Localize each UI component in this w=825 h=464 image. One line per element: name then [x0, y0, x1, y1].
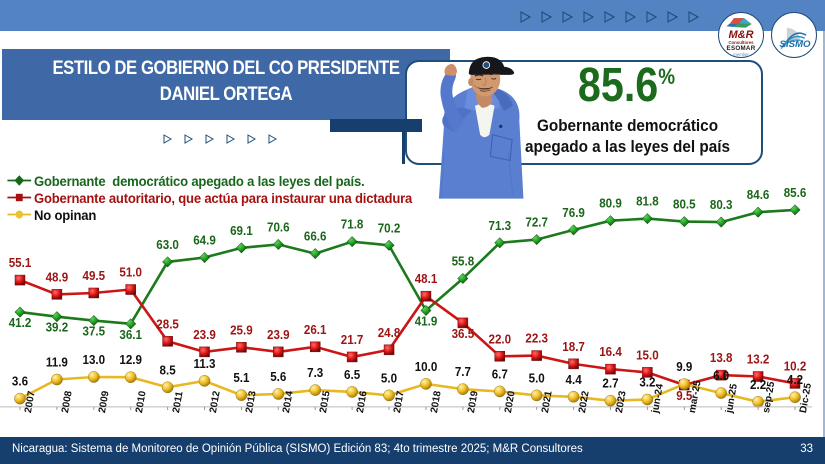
svg-text:48.1: 48.1 [415, 272, 438, 287]
svg-text:13.8: 13.8 [710, 350, 733, 365]
svg-text:6.7: 6.7 [492, 367, 508, 382]
svg-text:80.5: 80.5 [673, 197, 696, 212]
svg-text:64.9: 64.9 [193, 233, 216, 248]
svg-text:21.7: 21.7 [341, 332, 364, 347]
svg-text:39.2: 39.2 [46, 320, 69, 335]
svg-text:72.7: 72.7 [525, 215, 548, 230]
svg-text:22.0: 22.0 [489, 332, 512, 347]
svg-text:7.7: 7.7 [455, 365, 471, 380]
svg-text:3.2: 3.2 [639, 375, 655, 390]
svg-text:25.9: 25.9 [230, 323, 253, 338]
svg-text:5.6: 5.6 [270, 369, 286, 384]
svg-text:10.0: 10.0 [415, 359, 438, 374]
svg-text:55.8: 55.8 [452, 254, 475, 269]
svg-text:7.3: 7.3 [307, 365, 323, 380]
svg-text:41.2: 41.2 [9, 315, 32, 330]
svg-text:41.9: 41.9 [415, 314, 438, 329]
svg-text:71.3: 71.3 [489, 218, 512, 233]
svg-text:71.8: 71.8 [341, 217, 364, 232]
svg-text:12.9: 12.9 [119, 353, 142, 368]
svg-text:16.4: 16.4 [599, 344, 622, 359]
svg-text:26.1: 26.1 [304, 322, 327, 337]
svg-text:49.5: 49.5 [83, 268, 106, 283]
svg-text:66.6: 66.6 [304, 229, 327, 244]
svg-text:4.2: 4.2 [787, 373, 803, 388]
svg-text:18.7: 18.7 [562, 339, 585, 354]
svg-text:5.1: 5.1 [233, 371, 249, 386]
svg-text:36.1: 36.1 [119, 327, 142, 342]
svg-text:85.6: 85.6 [784, 185, 807, 200]
svg-text:80.3: 80.3 [710, 197, 733, 212]
svg-text:10.2: 10.2 [784, 359, 807, 374]
svg-text:55.1: 55.1 [9, 255, 32, 270]
svg-text:2.7: 2.7 [602, 376, 618, 391]
svg-text:5.0: 5.0 [529, 371, 545, 386]
svg-text:70.2: 70.2 [378, 221, 401, 236]
svg-text:24.8: 24.8 [378, 325, 401, 340]
svg-text:69.1: 69.1 [230, 223, 253, 238]
svg-text:80.9: 80.9 [599, 196, 622, 211]
svg-text:5.0: 5.0 [381, 371, 397, 386]
svg-text:13.2: 13.2 [747, 352, 770, 367]
svg-text:36.5: 36.5 [452, 326, 475, 341]
svg-text:37.5: 37.5 [83, 324, 106, 339]
svg-text:84.6: 84.6 [747, 188, 770, 203]
svg-text:81.8: 81.8 [636, 194, 659, 209]
svg-text:13.0: 13.0 [83, 352, 106, 367]
svg-text:3.6: 3.6 [12, 374, 28, 389]
svg-text:48.9: 48.9 [46, 270, 69, 285]
svg-text:70.6: 70.6 [267, 220, 290, 235]
svg-text:51.0: 51.0 [119, 265, 142, 280]
svg-text:63.0: 63.0 [156, 237, 179, 252]
svg-text:4.4: 4.4 [566, 372, 582, 387]
svg-text:11.3: 11.3 [194, 356, 216, 371]
svg-text:23.9: 23.9 [267, 327, 290, 342]
svg-text:15.0: 15.0 [636, 348, 659, 363]
svg-text:23.9: 23.9 [193, 327, 216, 342]
svg-text:8.5: 8.5 [160, 363, 176, 378]
svg-text:22.3: 22.3 [525, 331, 548, 346]
svg-text:28.5: 28.5 [156, 317, 179, 332]
svg-text:6.5: 6.5 [344, 367, 360, 382]
svg-text:6.0: 6.0 [713, 368, 729, 383]
svg-text:11.9: 11.9 [46, 355, 68, 370]
svg-text:9.9: 9.9 [676, 359, 692, 374]
svg-text:76.9: 76.9 [562, 205, 585, 220]
